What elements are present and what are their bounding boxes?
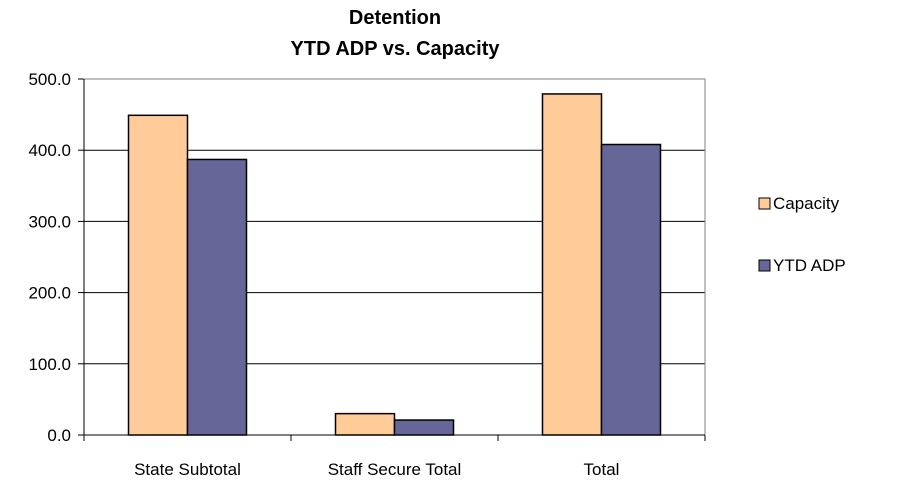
y-tick-label: 100.0 [28, 355, 71, 374]
legend-swatch [758, 259, 771, 272]
y-tick-label: 400.0 [28, 141, 71, 160]
legend-swatch [758, 197, 771, 210]
legend-label: YTD ADP [773, 256, 846, 275]
x-category-label: Total [584, 460, 620, 479]
bar-capacity [334, 412, 396, 436]
axes: 0.0 100.0 200.0 300.0 400.0 500.0 State Subtot… [28, 70, 706, 479]
bar-capacity [541, 93, 603, 436]
y-tick-label: 500.0 [28, 70, 71, 89]
legend: Capacity YTD ADP [758, 194, 846, 275]
bar-ytd-adp [393, 419, 455, 436]
x-category-label: Staff Secure Total [328, 460, 462, 479]
chart-title-line-1: Detention [349, 7, 441, 29]
y-tick-label: 0.0 [47, 426, 71, 445]
chart-title-line-2: YTD ADP vs. Capacity [291, 38, 501, 60]
bar-ytd-adp [600, 143, 662, 436]
bar-capacity [127, 114, 189, 436]
x-category-label: State Subtotal [134, 460, 241, 479]
y-tick-label: 300.0 [28, 212, 71, 231]
bars [127, 93, 662, 436]
y-tick-label: 200.0 [28, 284, 71, 303]
legend-label: Capacity [773, 194, 840, 213]
bar-ytd-adp [186, 158, 248, 436]
